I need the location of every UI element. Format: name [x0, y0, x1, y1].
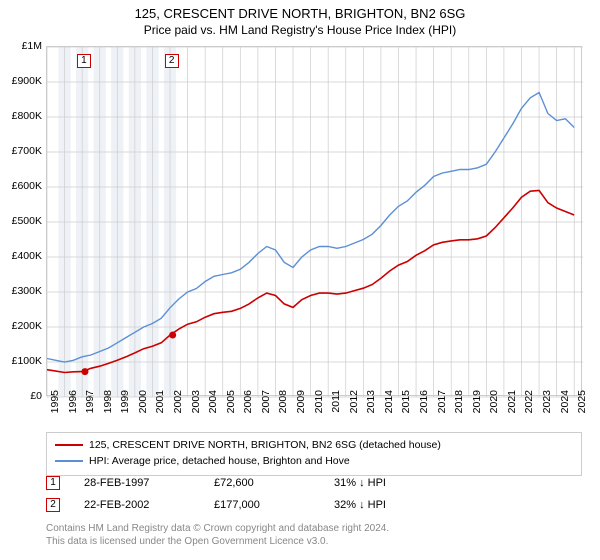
- chart-marker-2: 2: [165, 54, 179, 68]
- xtick-label: 2012: [348, 390, 360, 430]
- xtick-label: 2004: [207, 390, 219, 430]
- sale-marker-1: 1: [46, 476, 60, 490]
- xtick-label: 2018: [453, 390, 465, 430]
- xtick-label: 2008: [277, 390, 289, 430]
- xtick-label: 1995: [49, 390, 61, 430]
- xtick-label: 2002: [172, 390, 184, 430]
- xtick-label: 2011: [330, 390, 342, 430]
- ytick-label: £600K: [2, 180, 42, 192]
- plot-area: [46, 46, 582, 396]
- xtick-label: 2024: [559, 390, 571, 430]
- legend-label-hpi: HPI: Average price, detached house, Brig…: [89, 455, 350, 467]
- xtick-label: 2009: [295, 390, 307, 430]
- xtick-label: 2003: [190, 390, 202, 430]
- ytick-label: £1M: [2, 40, 42, 52]
- ytick-label: £500K: [2, 215, 42, 227]
- xtick-label: 2020: [488, 390, 500, 430]
- xtick-label: 1998: [102, 390, 114, 430]
- xtick-label: 2005: [225, 390, 237, 430]
- chart-subtitle: Price paid vs. HM Land Registry's House …: [0, 21, 600, 41]
- xtick-label: 2016: [418, 390, 430, 430]
- xtick-label: 2025: [576, 390, 588, 430]
- xtick-label: 2013: [365, 390, 377, 430]
- xtick-label: 2015: [400, 390, 412, 430]
- ytick-label: £200K: [2, 320, 42, 332]
- legend-swatch-property: [55, 444, 83, 446]
- legend-row-property: 125, CRESCENT DRIVE NORTH, BRIGHTON, BN2…: [55, 437, 573, 453]
- footer-line-2: This data is licensed under the Open Gov…: [46, 535, 582, 548]
- price-chart-container: 125, CRESCENT DRIVE NORTH, BRIGHTON, BN2…: [0, 0, 600, 560]
- ytick-label: £900K: [2, 75, 42, 87]
- sale-row-1: 1 28-FEB-1997 £72,600 31% ↓ HPI: [46, 476, 582, 490]
- chart-marker-1: 1: [77, 54, 91, 68]
- ytick-label: £800K: [2, 110, 42, 122]
- xtick-label: 2001: [154, 390, 166, 430]
- ytick-label: £700K: [2, 145, 42, 157]
- footer-line-1: Contains HM Land Registry data © Crown c…: [46, 522, 582, 535]
- legend-label-property: 125, CRESCENT DRIVE NORTH, BRIGHTON, BN2…: [89, 439, 441, 451]
- sale-marker-2: 2: [46, 498, 60, 512]
- xtick-label: 2017: [436, 390, 448, 430]
- xtick-label: 1996: [67, 390, 79, 430]
- ytick-label: £0: [2, 390, 42, 402]
- xtick-label: 2023: [541, 390, 553, 430]
- legend-row-hpi: HPI: Average price, detached house, Brig…: [55, 453, 573, 469]
- legend: 125, CRESCENT DRIVE NORTH, BRIGHTON, BN2…: [46, 432, 582, 476]
- footer: Contains HM Land Registry data © Crown c…: [46, 522, 582, 548]
- chart-title: 125, CRESCENT DRIVE NORTH, BRIGHTON, BN2…: [0, 0, 600, 21]
- ytick-label: £100K: [2, 355, 42, 367]
- sale-diff-1: 31% ↓ HPI: [334, 477, 386, 489]
- xtick-label: 2000: [137, 390, 149, 430]
- xtick-label: 2010: [313, 390, 325, 430]
- ytick-label: £400K: [2, 250, 42, 262]
- legend-swatch-hpi: [55, 460, 83, 462]
- xtick-label: 2014: [383, 390, 395, 430]
- sale-date-1: 28-FEB-1997: [84, 477, 214, 489]
- sale-price-1: £72,600: [214, 477, 334, 489]
- xtick-label: 2021: [506, 390, 518, 430]
- xtick-label: 1997: [84, 390, 96, 430]
- xtick-label: 2022: [523, 390, 535, 430]
- sale-price-2: £177,000: [214, 499, 334, 511]
- xtick-label: 2006: [242, 390, 254, 430]
- chart-svg: [47, 47, 581, 395]
- xtick-label: 2007: [260, 390, 272, 430]
- sale-date-2: 22-FEB-2002: [84, 499, 214, 511]
- xtick-label: 1999: [119, 390, 131, 430]
- xtick-label: 2019: [471, 390, 483, 430]
- sale-row-2: 2 22-FEB-2002 £177,000 32% ↓ HPI: [46, 498, 582, 512]
- ytick-label: £300K: [2, 285, 42, 297]
- sale-diff-2: 32% ↓ HPI: [334, 499, 386, 511]
